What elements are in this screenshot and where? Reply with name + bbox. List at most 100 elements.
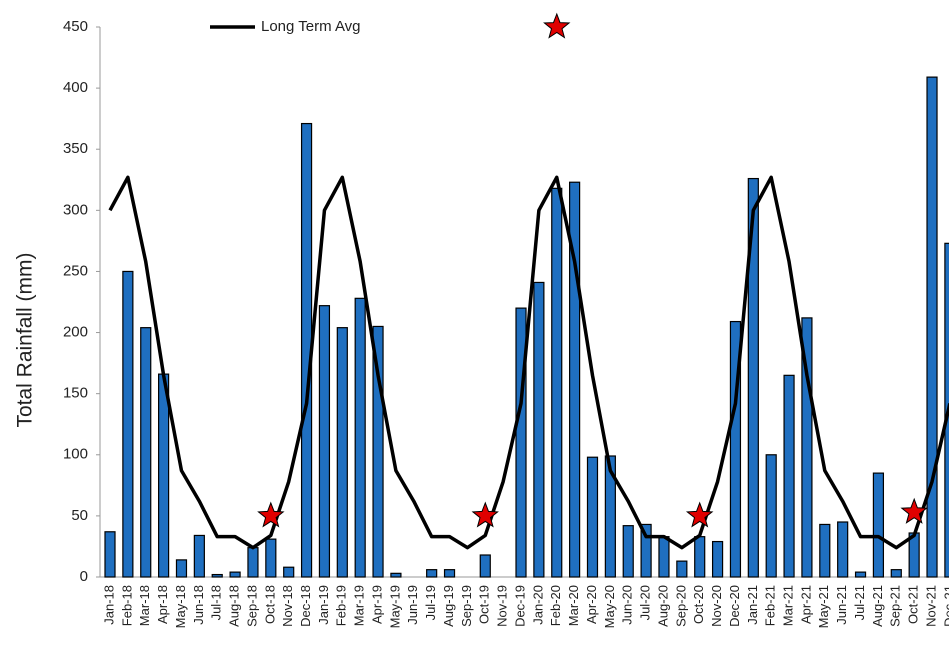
bar <box>890 569 902 578</box>
x-tick-label: Aug-21 <box>870 585 885 627</box>
x-tick-label: Dec-19 <box>512 585 527 627</box>
bar <box>283 566 295 578</box>
x-tick-label: Feb-21 <box>763 585 778 626</box>
bar <box>711 540 724 578</box>
x-tick-label: May-20 <box>602 585 617 628</box>
star-marker <box>543 12 571 39</box>
bar <box>783 374 795 578</box>
x-tick-label: Aug-18 <box>227 585 242 627</box>
x-tick-label: Jul-19 <box>423 585 438 620</box>
bar <box>926 76 938 578</box>
x-tick-label: Nov-20 <box>709 585 724 627</box>
x-tick-label: Apr-21 <box>798 585 813 624</box>
x-tick-label: Dec-21 <box>941 585 949 627</box>
bar <box>158 373 170 578</box>
bar <box>211 573 223 578</box>
bar <box>801 317 813 578</box>
x-tick-label: Nov-21 <box>923 585 938 627</box>
y-tick-label: 400 <box>63 79 88 96</box>
y-tick-label: 250 <box>63 262 88 279</box>
bar <box>104 531 116 578</box>
bar <box>229 571 241 578</box>
y-tick-label: 200 <box>63 324 88 341</box>
y-tick-label: 100 <box>63 446 88 463</box>
x-tick-label: May-19 <box>387 585 402 628</box>
x-tick-label: Jun-21 <box>834 585 849 625</box>
x-tick-label: Mar-20 <box>566 585 581 626</box>
x-tick-label: Aug-20 <box>655 585 670 627</box>
x-tick-label: Jul-18 <box>209 585 224 620</box>
bar <box>640 523 652 578</box>
bar <box>140 327 152 578</box>
x-tick-label: Feb-18 <box>119 585 134 626</box>
y-tick-label: 50 <box>71 507 88 524</box>
y-tick-label: 300 <box>63 201 88 218</box>
bar <box>586 456 599 578</box>
bar <box>747 177 759 578</box>
bar <box>336 327 348 578</box>
x-tick-label: Nov-19 <box>495 585 510 627</box>
x-tick-label: Aug-19 <box>441 585 456 627</box>
star-marker <box>685 501 714 528</box>
bar <box>569 181 581 578</box>
x-tick-label: Dec-18 <box>298 585 313 627</box>
bar <box>247 547 259 578</box>
bar <box>622 525 634 578</box>
x-tick-label: May-18 <box>173 585 188 628</box>
x-tick-label: Jun-20 <box>620 585 635 625</box>
x-tick-label: Apr-19 <box>369 585 384 624</box>
x-tick-label: Jun-18 <box>191 585 206 625</box>
bar <box>765 454 777 578</box>
bar <box>265 538 277 578</box>
bar <box>426 569 438 578</box>
y-tick-label: 450 <box>63 18 88 35</box>
bar <box>694 536 706 578</box>
x-tick-label: Oct-20 <box>691 585 706 624</box>
bar <box>604 455 616 578</box>
x-tick-label: Feb-20 <box>548 585 563 626</box>
bar <box>372 325 384 578</box>
x-tick-label: Jul-21 <box>852 585 867 620</box>
x-tick-label: Mar-21 <box>780 585 795 626</box>
x-tick-label: Jul-20 <box>638 585 653 620</box>
x-tick-label: Jan-21 <box>745 585 760 625</box>
bar <box>854 571 867 578</box>
x-tick-label: Oct-21 <box>906 585 921 624</box>
legend-label: Long Term Avg <box>261 18 361 35</box>
star-marker <box>471 501 499 528</box>
x-tick-label: Dec-20 <box>727 585 742 627</box>
star-marker <box>257 501 285 528</box>
bar <box>729 320 742 578</box>
bar <box>122 270 134 578</box>
bar <box>318 305 331 578</box>
x-tick-label: Feb-19 <box>334 585 349 626</box>
bar <box>658 536 670 578</box>
bar <box>479 554 491 578</box>
x-tick-label: Sep-18 <box>244 585 259 627</box>
x-tick-label: Mar-18 <box>137 585 152 626</box>
bar <box>515 307 527 578</box>
y-tick-label: 0 <box>80 568 88 585</box>
bar <box>354 297 366 578</box>
x-tick-label: Sep-20 <box>673 585 688 627</box>
x-tick-label: Nov-18 <box>280 585 295 627</box>
bar <box>533 281 545 578</box>
star-marker <box>900 497 928 524</box>
x-tick-label: Jun-19 <box>405 585 420 625</box>
x-tick-label: Sep-19 <box>459 585 474 627</box>
y-tick-label: 350 <box>63 140 88 157</box>
x-tick-label: Apr-18 <box>155 585 170 624</box>
bar <box>837 521 849 578</box>
x-tick-label: Sep-21 <box>888 585 903 627</box>
y-axis-label: Total Rainfall (mm) <box>14 252 37 427</box>
bar <box>175 559 188 578</box>
bar <box>390 572 402 578</box>
x-tick-label: Jan-18 <box>101 585 116 625</box>
x-tick-label: Jan-19 <box>316 585 331 625</box>
x-tick-label: Apr-20 <box>584 585 599 624</box>
avg-line <box>108 175 949 550</box>
x-tick-label: Jan-20 <box>530 585 545 625</box>
x-tick-label: Oct-18 <box>262 585 277 624</box>
bar <box>872 472 885 578</box>
